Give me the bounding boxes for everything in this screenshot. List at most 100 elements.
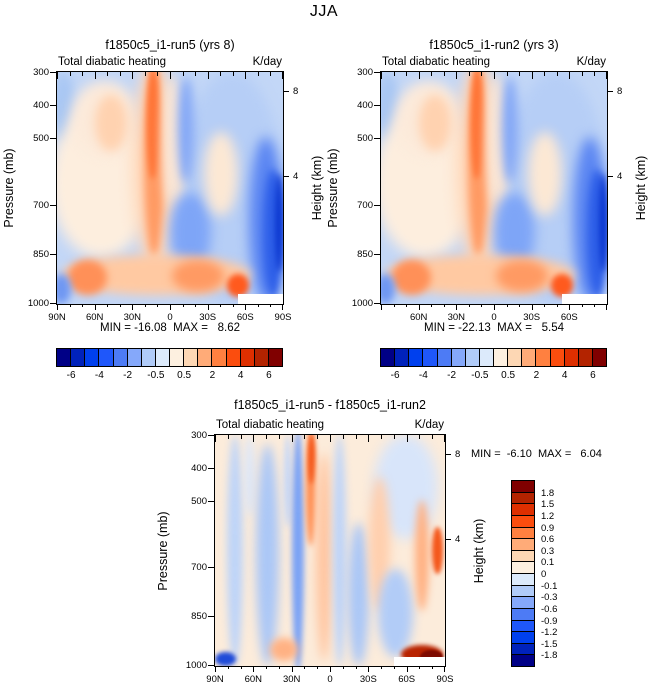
lat-tick-label: 30S — [359, 674, 377, 685]
lat-tick-bottom — [317, 666, 318, 669]
contour-shape — [237, 293, 283, 304]
panel-run5: f1850c5_i1-run5 (yrs 8) Total diabatic h… — [2, 38, 324, 334]
contour-shape — [333, 435, 347, 666]
pressure-tick — [208, 468, 214, 469]
colorbar-tick-label: -4 — [94, 370, 104, 381]
contour-shape — [432, 527, 443, 574]
lat-tick-top — [356, 435, 357, 439]
pressure-tick-label: 700 — [191, 562, 207, 573]
pressure-tick-label: 1000 — [351, 298, 373, 309]
lat-tick-bottom — [195, 304, 196, 307]
lat-tick-top — [258, 72, 259, 76]
colorbar-segment — [183, 348, 199, 367]
min-max-stats: MIN = -16.08 MAX = 8.62 — [100, 322, 240, 334]
lat-tick-bottom — [292, 666, 293, 672]
contour-shape — [177, 76, 194, 184]
colorbar-segment — [591, 348, 607, 367]
colorbar-segment — [84, 348, 100, 367]
contour-shape — [95, 95, 128, 151]
contour-shape — [471, 72, 483, 179]
lat-tick-top — [407, 435, 408, 442]
colorbar-segment — [535, 348, 551, 367]
lat-tick-top — [82, 72, 83, 76]
colorbar-segment — [70, 348, 86, 367]
height-tick-label: 8 — [455, 449, 461, 460]
lat-tick-top — [343, 435, 344, 439]
lat-tick-top — [532, 72, 533, 79]
colorbar-tick-label: 2 — [533, 370, 540, 381]
height-tick — [607, 176, 613, 177]
lat-tick-bottom — [208, 304, 209, 310]
colorbar-tick-label: -1.8 — [541, 650, 558, 662]
contour-shape — [172, 259, 225, 293]
lat-tick-bottom — [183, 304, 184, 307]
lat-tick-bottom — [594, 304, 595, 307]
lat-tick-label: 30S — [523, 312, 541, 323]
contour-shape — [147, 72, 159, 179]
pressure-tick-label: 500 — [33, 133, 49, 144]
colorbar-tick-label: 1.5 — [541, 499, 555, 511]
colorbar-segment — [577, 348, 593, 367]
pressure-tick — [208, 501, 214, 502]
lat-tick-bottom — [343, 666, 344, 669]
colorbar-difference — [511, 480, 535, 667]
contour-shape — [292, 435, 304, 666]
lat-tick-top — [279, 435, 280, 439]
lat-tick-bottom — [407, 666, 408, 672]
panel-title: f1850c5_i1-run2 (yrs 3) — [429, 38, 559, 52]
lat-tick-bottom — [258, 304, 259, 307]
lat-tick-bottom — [132, 304, 133, 310]
lat-tick-top — [233, 72, 234, 76]
colorbar-tick-label: 0 — [541, 569, 547, 580]
pressure-tick-label: 850 — [33, 249, 49, 260]
colorbar-segment — [380, 348, 396, 367]
contour-shape — [68, 259, 107, 295]
colorbar-segment — [549, 348, 565, 367]
colorbar-segment — [239, 348, 255, 367]
pressure-tick-label: 1000 — [185, 660, 207, 671]
lat-tick-top — [507, 72, 508, 76]
pressure-tick — [208, 665, 214, 666]
lat-tick-bottom — [481, 304, 482, 307]
lat-tick-top — [557, 72, 558, 76]
lat-tick-top — [431, 72, 432, 76]
lat-tick-top — [253, 435, 254, 442]
colorbar-tick-label: -0.6 — [541, 603, 558, 615]
colorbar-tick-label: -1.2 — [541, 627, 558, 639]
contour-shape — [256, 444, 280, 666]
height-tick — [445, 454, 451, 455]
lat-tick-bottom — [282, 304, 283, 310]
lat-tick-bottom — [582, 304, 583, 307]
contour-shape — [284, 435, 291, 528]
colorbar-tick-label: 0.3 — [541, 545, 555, 557]
lat-tick-top — [282, 72, 283, 79]
lat-tick-label: 0 — [327, 674, 333, 685]
lat-tick-bottom — [304, 666, 305, 669]
lat-tick-top — [330, 435, 331, 442]
colorbar-segment — [267, 348, 283, 367]
height-tick — [445, 539, 451, 540]
field-label: Total diabatic heating — [382, 56, 491, 68]
lat-tick-top — [157, 72, 158, 76]
lat-tick-label: 60N — [409, 312, 428, 323]
lat-tick-label: 0 — [491, 312, 497, 323]
pressure-tick — [50, 105, 56, 106]
lat-tick-bottom — [356, 666, 357, 669]
lat-tick-bottom — [228, 666, 229, 669]
height-tick-label: 4 — [455, 534, 461, 545]
pressure-tick — [50, 72, 56, 73]
height-tick-label: 8 — [293, 86, 299, 97]
lat-tick-bottom — [215, 666, 216, 672]
contour-shape — [316, 453, 333, 662]
contour-shape — [527, 132, 562, 216]
contour-shape — [419, 95, 452, 151]
lat-tick-bottom — [157, 304, 158, 307]
lat-tick-bottom — [606, 304, 607, 310]
contour-shape — [226, 435, 243, 666]
lat-tick-top — [195, 72, 196, 76]
panel-title: f1850c5_i1-run5 - f1850c5_i1-run2 — [234, 398, 426, 412]
colorbar-tick-label: -2 — [447, 370, 457, 381]
lat-tick-top — [469, 72, 470, 76]
min-max-stats: MIN = -22.13 MAX = 5.54 — [424, 322, 564, 334]
